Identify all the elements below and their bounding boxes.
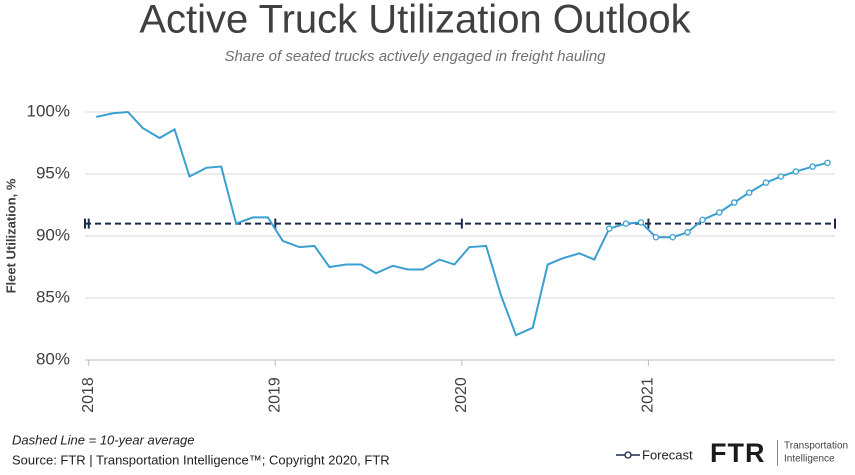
legend-marker bbox=[624, 451, 632, 459]
source: Source: FTR | Transportation Intelligenc… bbox=[12, 452, 390, 467]
logo-text: FTR bbox=[710, 438, 765, 468]
x-tick-label: 2018 bbox=[80, 377, 97, 413]
point-marker bbox=[637, 219, 645, 226]
chart-subtitle: Share of seated trucks actively engaged … bbox=[224, 48, 606, 65]
point-marker bbox=[606, 225, 613, 232]
point-marker bbox=[669, 233, 676, 241]
point-marker bbox=[745, 189, 753, 196]
y-tick-label: 100% bbox=[27, 101, 70, 120]
y-axis-label: Fleet Utilization, % bbox=[3, 178, 18, 293]
logo-tagline: Transportation bbox=[784, 441, 848, 452]
point-marker bbox=[762, 179, 770, 186]
point-marker bbox=[809, 163, 816, 170]
y-tick-label: 85% bbox=[36, 287, 70, 306]
point-marker bbox=[652, 233, 660, 241]
point-marker bbox=[792, 168, 800, 175]
chart-title: Active Truck Utilization Outlook bbox=[139, 0, 691, 42]
point-marker bbox=[824, 159, 831, 167]
logo-divider bbox=[777, 440, 778, 466]
series-line bbox=[95, 110, 611, 337]
x-tick-label: 2021 bbox=[640, 377, 657, 413]
x-tick-label: 2020 bbox=[453, 377, 470, 413]
point-marker bbox=[622, 220, 630, 227]
point-marker bbox=[684, 229, 691, 236]
legend-label: Forecast bbox=[642, 447, 693, 462]
logo-tagline: Intelligence bbox=[784, 454, 835, 465]
point-marker bbox=[777, 173, 785, 180]
y-tick-label: 95% bbox=[36, 163, 70, 182]
annotation: Dashed Line = 10-year average bbox=[12, 432, 194, 447]
point-marker bbox=[699, 216, 706, 224]
point-marker bbox=[716, 209, 723, 216]
x-tick-label: 2019 bbox=[267, 377, 284, 413]
point-marker bbox=[731, 199, 738, 206]
y-tick-label: 80% bbox=[36, 349, 70, 368]
y-tick-label: 90% bbox=[36, 225, 70, 244]
